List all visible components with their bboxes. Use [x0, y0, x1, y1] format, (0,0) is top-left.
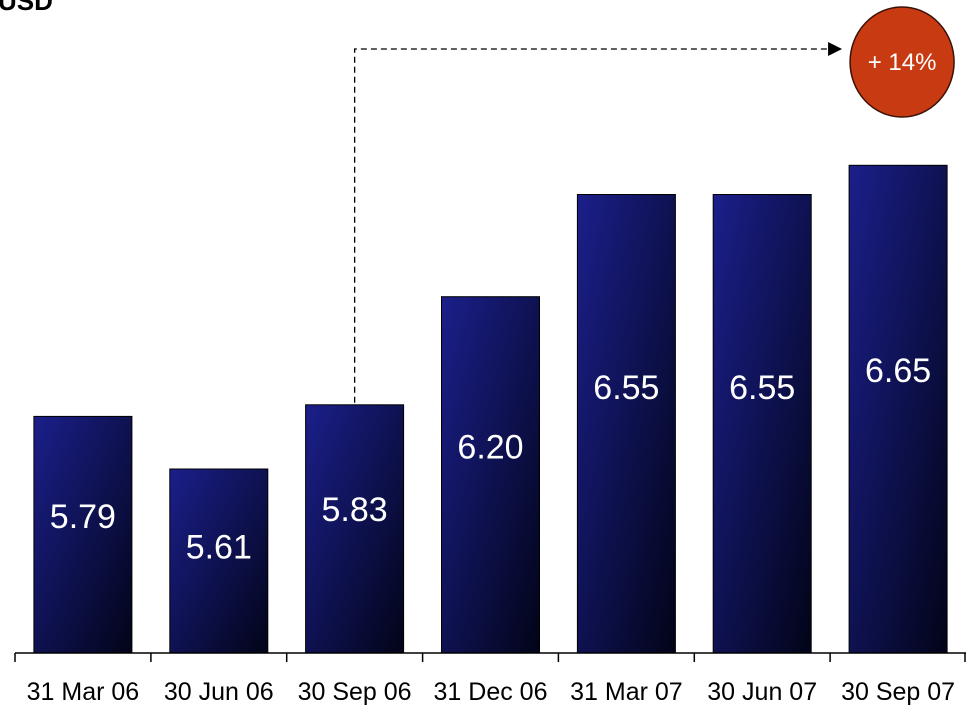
x-tick-label: 31 Dec 06 [434, 678, 548, 706]
x-tick-label: 30 Sep 06 [298, 678, 412, 706]
bar-value-label: 6.55 [729, 369, 795, 407]
growth-badge-label: + 14% [868, 49, 937, 76]
bar-2 [169, 468, 269, 654]
bar-value-label: 6.20 [457, 428, 523, 466]
x-tick-label: 31 Mar 06 [27, 678, 140, 706]
bar-value-label: 6.65 [865, 352, 931, 390]
bar-7 [848, 164, 948, 654]
unit-label: USD [0, 0, 53, 16]
bar-6 [712, 194, 812, 654]
bar-1 [33, 415, 133, 654]
growth-arrow-head [828, 42, 843, 56]
x-tick-label: 30 Jun 06 [164, 678, 274, 706]
bar-3 [305, 404, 405, 654]
growth-badge [849, 6, 955, 118]
x-tick-label: 30 Sep 07 [841, 678, 955, 706]
x-ticks-group [14, 653, 966, 662]
bar-value-label: 5.61 [186, 528, 252, 566]
bar-5 [576, 194, 676, 654]
growth-arrow-line [353, 48, 831, 403]
bars-group [33, 164, 948, 654]
bar-labels-group: 5.79 5.61 5.83 6.20 6.55 6.55 6.65 [50, 352, 931, 566]
x-tick-label: 30 Jun 07 [707, 678, 817, 706]
x-tick-labels-group: 31 Mar 06 30 Jun 06 30 Sep 06 31 Dec 06 31 M… [27, 678, 955, 706]
bar-value-label: 5.83 [322, 491, 388, 529]
growth-annotation: + 14% [353, 6, 955, 403]
x-tick-label: 31 Mar 07 [570, 678, 683, 706]
bar-value-label: 5.79 [50, 498, 116, 536]
bar-4 [441, 296, 540, 654]
bar-value-label: 6.55 [593, 369, 659, 407]
